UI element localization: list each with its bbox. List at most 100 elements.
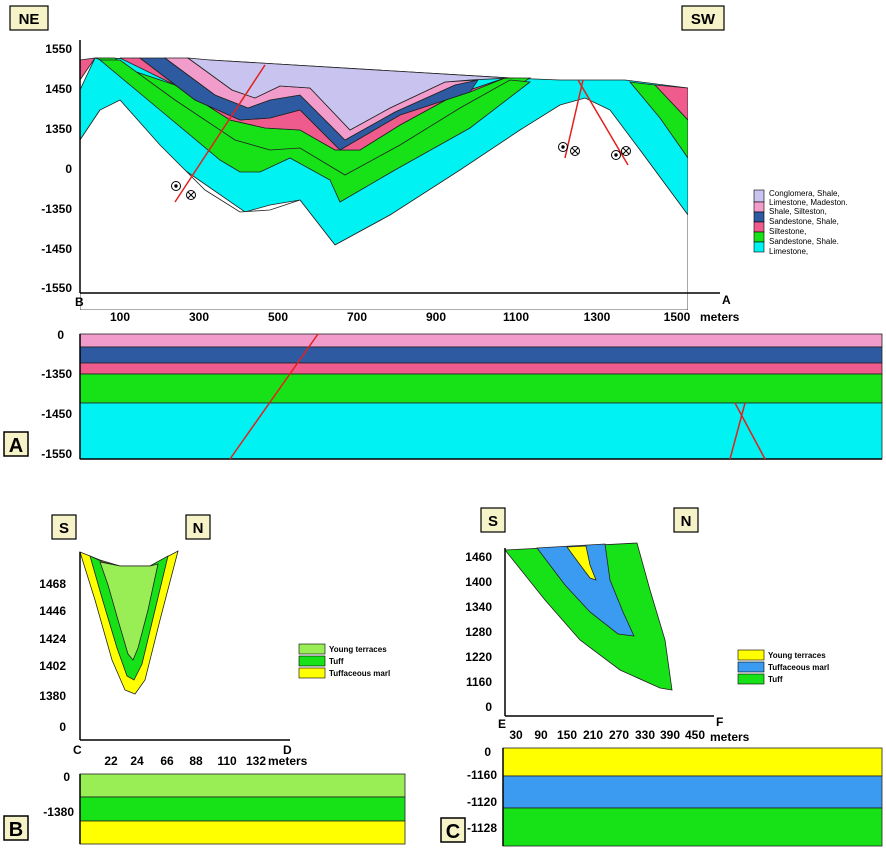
legend-c: Young terraces Tuffaceous marl Tuff (737, 649, 829, 685)
y-axis-a-ticks: 1550 1450 1350 0 -1350 -1450 -1550 (41, 42, 72, 295)
legend-swatch-tuff (737, 673, 765, 685)
fault-line-a3 (577, 79, 629, 166)
legend-label: Tuff (329, 657, 344, 666)
legend-label: Shale, Silteston, (769, 207, 827, 216)
x-tick-label: 500 (268, 310, 288, 324)
x-tick-label: 1300 (584, 310, 611, 324)
legend-b: Young terraces Tuff Tuffaceous marl (298, 643, 390, 679)
orient-label-n: N (193, 520, 204, 537)
strip-a-sandstone-blue (79, 346, 883, 364)
y-tick-label: 1550 (45, 42, 72, 56)
out-of-page-symbol (611, 150, 621, 160)
x-tick-label: 22 (104, 754, 118, 768)
x-start-label: C (73, 743, 82, 757)
fault-line-a1 (174, 64, 266, 203)
orient-box-n (185, 514, 211, 540)
into-page-symbol (570, 146, 580, 156)
panel-c-orientation: S N (480, 507, 699, 533)
legend-swatch-tuff (298, 655, 326, 667)
x-tick-label: 270 (609, 728, 629, 742)
x-tick-label: 390 (660, 728, 680, 742)
strip-a-fault-2 (729, 402, 746, 460)
strip-a-sandstone-green (79, 373, 883, 404)
svg-text:C: C (446, 821, 460, 843)
x-tick-label: 300 (189, 310, 209, 324)
legend-label: Siltestone, (769, 227, 806, 236)
x-tick-label: 110 (217, 754, 237, 768)
x-end-label: A (722, 293, 731, 307)
strip-c-tick: -1160 (467, 768, 497, 782)
y-tick-label: 1350 (45, 122, 72, 136)
svg-text:B: B (9, 819, 23, 841)
x-tick-label: 90 (534, 728, 548, 742)
y-tick-label: 1160 (466, 675, 492, 689)
x-tick-label: 24 (130, 754, 144, 768)
layer-sandstone-shale-green-band (98, 59, 532, 203)
legend-label: Young terraces (768, 651, 826, 660)
legend-swatch-tuffaceous-marl (298, 667, 326, 679)
y-tick-label: 1424 (39, 632, 66, 646)
y-tick-label: 1446 (39, 604, 66, 618)
y-tick-label: 0 (59, 720, 66, 734)
y-tick-label: -1450 (41, 242, 72, 256)
panel-b-orientation: S N (51, 514, 211, 540)
layer-c-tuffaceous-marl (536, 543, 635, 637)
y-tick-label: 1400 (465, 575, 492, 589)
y-tick-label: 1220 (465, 650, 492, 664)
legend-label: Sandestone, Shale. (769, 237, 839, 246)
x-tick-label: 1100 (503, 310, 529, 324)
strip-b-tick: -1380 (43, 805, 74, 819)
x-tick-label: 132 (246, 754, 266, 768)
layer-b-young-terraces (99, 561, 159, 661)
strip-a: 0 -1350 -1450 -1550 (41, 328, 883, 461)
x-tick-label: 700 (347, 310, 367, 324)
legend-swatch-sandstone-blue (753, 211, 765, 223)
layer-left-red (80, 57, 96, 81)
into-page-symbol (621, 146, 631, 156)
strip-a-tick: -1350 (41, 367, 72, 381)
y-tick-label: 1380 (39, 689, 66, 703)
orient-box-s (480, 507, 506, 533)
x-tick-label: 150 (557, 728, 577, 742)
strip-b-tuffaceous-marl (79, 820, 406, 845)
x-end-label: D (283, 743, 292, 757)
x-tick-label: 330 (635, 728, 655, 742)
fault-line-a2 (564, 79, 584, 159)
strip-a-fault-1 (229, 333, 319, 460)
y-tick-label: 0 (485, 700, 492, 714)
x-axis-unit: meters (710, 730, 750, 744)
axes-c (504, 548, 714, 717)
x-tick-label: 900 (426, 310, 446, 324)
strip-a-shale (79, 333, 883, 348)
legend-a: Conglomera, Shale, Limestone, Madeston. … (753, 189, 848, 256)
legend-swatch-shale (753, 201, 765, 213)
strip-c-tick: -1120 (467, 795, 497, 809)
legend-swatch-young-terraces (298, 643, 326, 655)
out-of-page-symbol (171, 181, 181, 191)
strip-b-tuff (79, 796, 406, 822)
legend-label: Tuff (768, 675, 783, 684)
legend-label: Conglomera, Shale, (769, 189, 840, 198)
layer-below-limestone (80, 97, 688, 310)
fault-movement-symbols (171, 142, 631, 200)
strip-a-siltstone (79, 362, 883, 375)
orient-box-ne (9, 5, 49, 31)
y-axis-b-ticks: 1468 1446 1424 1402 1380 0 (39, 577, 66, 734)
x-axis-a-ticks: B 100 300 500 700 900 1100 1300 1500 met… (75, 293, 740, 324)
panel-label-c: C (440, 817, 466, 843)
panel-a-orientation: NE SW (9, 5, 725, 31)
orient-label-n: N (681, 513, 692, 530)
panel-label-b: B (3, 815, 29, 841)
orient-label-sw: SW (691, 11, 716, 28)
strip-c-tuff (502, 807, 883, 847)
legend-label: Limestone, (769, 247, 808, 256)
orient-label-s: S (59, 520, 69, 537)
layer-c-young-terraces (566, 545, 597, 581)
axes-b (79, 552, 290, 741)
panel-label-a: A (3, 431, 29, 457)
into-page-symbol (186, 190, 196, 200)
legend-label: Tuffaceous marl (329, 669, 390, 678)
strip-c-tuffaceous-marl (502, 775, 883, 809)
x-tick-label: 30 (509, 728, 523, 742)
